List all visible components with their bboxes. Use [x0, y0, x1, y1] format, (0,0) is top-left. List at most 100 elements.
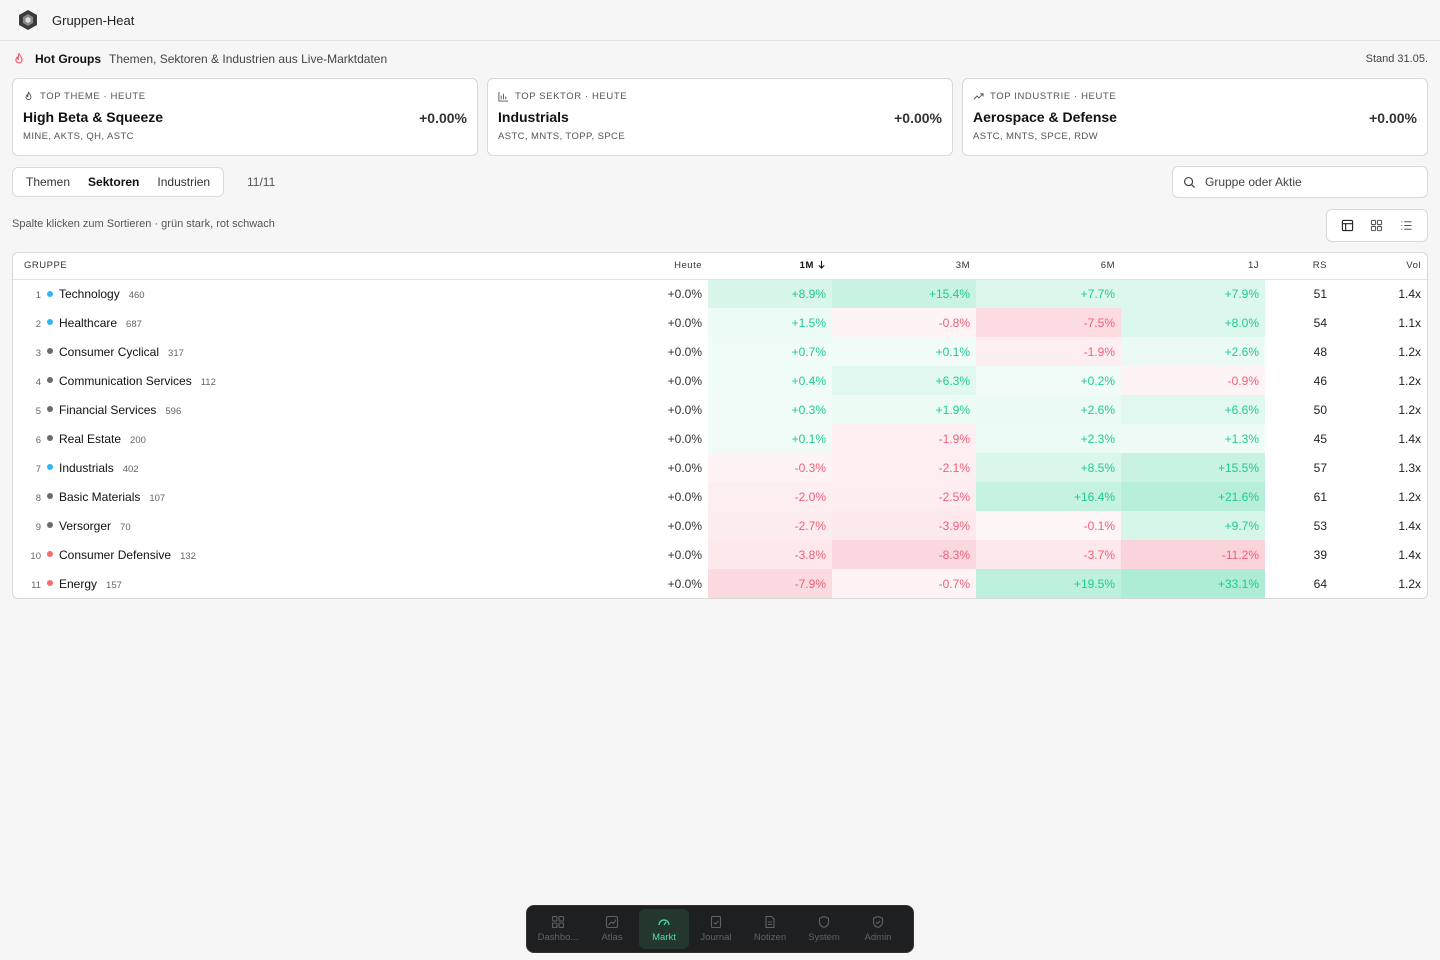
bottom-nav: Dashbo... Atlas Markt Journal Notizen Sy… — [526, 905, 914, 953]
row-rank: 7 — [35, 463, 41, 475]
group-cell: 8 Basic Materials 107 — [13, 482, 613, 511]
group-name: Communication Services — [59, 373, 192, 388]
nav-dashboard[interactable]: Dashbo... — [531, 909, 585, 949]
group-cell: 1 Technology 460 — [13, 279, 613, 308]
column-header-group[interactable]: GRUPPE — [13, 253, 613, 280]
group-cell: 3 Consumer Cyclical 317 — [13, 337, 613, 366]
tab-industrien[interactable]: Industrien — [157, 175, 211, 189]
search-input[interactable] — [1205, 175, 1405, 189]
change-m3: +1.9% — [832, 395, 976, 424]
group-cell: 11 Energy 157 — [13, 569, 613, 598]
column-header-today[interactable]: Heute — [613, 253, 708, 280]
search-box[interactable] — [1172, 166, 1428, 198]
column-header-rs[interactable]: RS — [1265, 253, 1333, 280]
change-m1: +8.9% — [708, 279, 832, 308]
table-view-button[interactable] — [1337, 215, 1359, 237]
column-header-1m[interactable]: 1M — [708, 253, 832, 280]
nav-notizen[interactable]: Notizen — [743, 909, 797, 949]
data-timestamp: Stand 31.05. — [1365, 53, 1428, 65]
nav-label: Notizen — [753, 932, 787, 943]
change-y1: +33.1% — [1121, 569, 1265, 598]
nav-atlas[interactable]: Atlas — [585, 909, 639, 949]
top-theme-card[interactable]: TOP THEME · HEUTE High Beta & Squeeze MI… — [12, 78, 478, 156]
change-m1: +0.7% — [708, 337, 832, 366]
shield-icon — [818, 915, 830, 929]
table-row[interactable]: 3 Consumer Cyclical 317 +0.0% +0.7% +0.1% -1.9… — [13, 337, 1427, 366]
change-m3: -0.8% — [832, 308, 976, 337]
table-row[interactable]: 9 Versorger 70 +0.0% -2.7% -3.9% -0.1% +9.7% 53 1… — [13, 511, 1427, 540]
group-color-dot — [47, 406, 53, 413]
group-stock-count: 402 — [122, 463, 139, 475]
sort-hint: Spalte klicken zum Sortieren · grün star… — [12, 218, 275, 230]
card-value: +0.00% — [1369, 110, 1417, 126]
tab-themen[interactable]: Themen — [26, 175, 71, 189]
group-name: Financial Services — [59, 402, 157, 417]
relative-strength: 48 — [1313, 344, 1327, 359]
group-cell: 10 Consumer Defensive 132 — [13, 540, 613, 569]
group-cell: 7 Industrials 402 — [13, 453, 613, 482]
journal-icon — [710, 915, 722, 929]
flame-icon — [15, 53, 23, 64]
nav-label: Dashbo... — [537, 932, 579, 943]
table-row[interactable]: 10 Consumer Defensive 132 +0.0% -3.8% -8.3% -3… — [13, 540, 1427, 569]
change-m6: +8.5% — [976, 453, 1121, 482]
nav-journal[interactable]: Journal — [689, 909, 743, 949]
row-rank: 4 — [35, 376, 41, 388]
table-row[interactable]: 4 Communication Services 112 +0.0% +0.4% +6.3… — [13, 366, 1427, 395]
card-value: +0.00% — [894, 110, 942, 126]
relative-strength: 64 — [1313, 576, 1327, 591]
change-m1: -0.3% — [708, 453, 832, 482]
relative-strength: 61 — [1313, 489, 1327, 504]
today-change: +0.0% — [667, 518, 702, 533]
column-header-vol[interactable]: Vol — [1333, 253, 1427, 280]
group-name: Industrials — [59, 460, 114, 475]
column-header-1m-label: 1M — [799, 260, 814, 272]
change-m1: +0.4% — [708, 366, 832, 395]
group-stock-count: 132 — [180, 550, 196, 562]
table-row[interactable]: 11 Energy 157 +0.0% -7.9% -0.7% +19.5% +33.1% 64… — [13, 569, 1427, 598]
group-name: Energy — [59, 576, 98, 591]
change-m1: +0.1% — [708, 424, 832, 453]
card-label: TOP THEME · HEUTE — [40, 91, 146, 102]
volume-ratio: 1.2x — [1398, 576, 1421, 591]
relative-strength: 50 — [1313, 402, 1327, 417]
hot-groups-title: Hot Groups — [35, 52, 101, 66]
nav-admin[interactable]: Admin — [851, 909, 905, 949]
table-row[interactable]: 5 Financial Services 596 +0.0% +0.3% +1.9% +2.… — [13, 395, 1427, 424]
table-row[interactable]: 6 Real Estate 200 +0.0% +0.1% -1.9% +2.3% +1.3%… — [13, 424, 1427, 453]
table-row[interactable]: 8 Basic Materials 107 +0.0% -2.0% -2.5% +16.4%… — [13, 482, 1427, 511]
card-label: TOP INDUSTRIE · HEUTE — [990, 91, 1117, 102]
row-rank: 6 — [35, 434, 41, 446]
tab-sektoren[interactable]: Sektoren — [88, 175, 140, 189]
change-y1: +9.7% — [1121, 511, 1265, 540]
grid-view-button[interactable] — [1366, 215, 1388, 237]
top-industry-card[interactable]: TOP INDUSTRIE · HEUTE Aerospace & Defens… — [962, 78, 1428, 156]
nav-label: System — [808, 932, 840, 943]
group-name: Real Estate — [59, 431, 122, 446]
change-m6: +0.2% — [976, 366, 1121, 395]
row-rank: 9 — [35, 521, 41, 533]
table-header-row: GRUPPE Heute 1M 3M 6M 1J RS Vol — [13, 253, 1427, 280]
row-rank: 2 — [35, 318, 41, 330]
today-change: +0.0% — [667, 286, 702, 301]
nav-system[interactable]: System — [797, 909, 851, 949]
change-m6: +2.3% — [976, 424, 1121, 453]
column-header-6m[interactable]: 6M — [976, 253, 1121, 280]
table-row[interactable]: 1 Technology 460 +0.0% +8.9% +15.4% +7.7% +7.9%… — [13, 279, 1427, 308]
nav-label: Admin — [864, 932, 892, 943]
volume-ratio: 1.1x — [1398, 315, 1421, 330]
change-y1: +15.5% — [1121, 453, 1265, 482]
column-header-1j[interactable]: 1J — [1121, 253, 1265, 280]
top-sector-card[interactable]: TOP SEKTOR · HEUTE Industrials ASTC, MNT… — [487, 78, 953, 156]
change-y1: +6.6% — [1121, 395, 1265, 424]
card-label-row: TOP INDUSTRIE · HEUTE — [973, 91, 1417, 102]
group-color-dot — [47, 348, 53, 355]
group-stock-count: 596 — [165, 405, 182, 417]
list-view-button[interactable] — [1395, 215, 1417, 237]
column-header-3m[interactable]: 3M — [832, 253, 976, 280]
table-row[interactable]: 7 Industrials 402 +0.0% -0.3% -2.1% +8.5% +15.5… — [13, 453, 1427, 482]
shield-check-icon — [872, 915, 884, 929]
group-cell: 4 Communication Services 112 — [13, 366, 613, 395]
table-row[interactable]: 2 Healthcare 687 +0.0% +1.5% -0.8% -7.5% +8.0% 5… — [13, 308, 1427, 337]
nav-markt[interactable]: Markt — [639, 909, 689, 949]
